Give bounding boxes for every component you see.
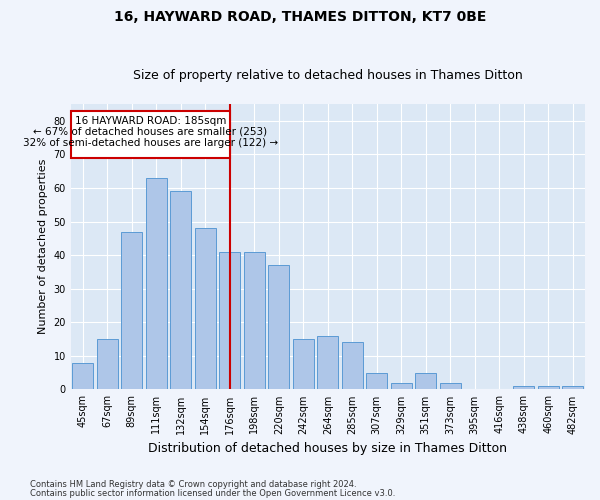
Bar <box>440 382 461 390</box>
Bar <box>391 382 412 390</box>
Bar <box>317 336 338 390</box>
Bar <box>146 178 167 390</box>
Bar <box>293 339 314 390</box>
Bar <box>73 362 93 390</box>
Y-axis label: Number of detached properties: Number of detached properties <box>38 159 48 334</box>
Bar <box>244 252 265 390</box>
Bar <box>195 228 216 390</box>
X-axis label: Distribution of detached houses by size in Thames Ditton: Distribution of detached houses by size … <box>148 442 507 455</box>
Bar <box>268 265 289 390</box>
Bar <box>562 386 583 390</box>
Bar <box>342 342 363 390</box>
Bar <box>415 372 436 390</box>
Bar <box>170 192 191 390</box>
Text: 32% of semi-detached houses are larger (122) →: 32% of semi-detached houses are larger (… <box>23 138 278 148</box>
Text: 16, HAYWARD ROAD, THAMES DITTON, KT7 0BE: 16, HAYWARD ROAD, THAMES DITTON, KT7 0BE <box>114 10 486 24</box>
Bar <box>97 339 118 390</box>
Text: ← 67% of detached houses are smaller (253): ← 67% of detached houses are smaller (25… <box>33 127 267 137</box>
Text: 16 HAYWARD ROAD: 185sqm: 16 HAYWARD ROAD: 185sqm <box>74 116 226 126</box>
Text: Contains HM Land Registry data © Crown copyright and database right 2024.: Contains HM Land Registry data © Crown c… <box>30 480 356 489</box>
Bar <box>121 232 142 390</box>
Bar <box>514 386 534 390</box>
Bar <box>71 110 230 158</box>
Title: Size of property relative to detached houses in Thames Ditton: Size of property relative to detached ho… <box>133 69 523 82</box>
Text: Contains public sector information licensed under the Open Government Licence v3: Contains public sector information licen… <box>30 488 395 498</box>
Bar <box>367 372 387 390</box>
Bar <box>538 386 559 390</box>
Bar <box>220 252 240 390</box>
